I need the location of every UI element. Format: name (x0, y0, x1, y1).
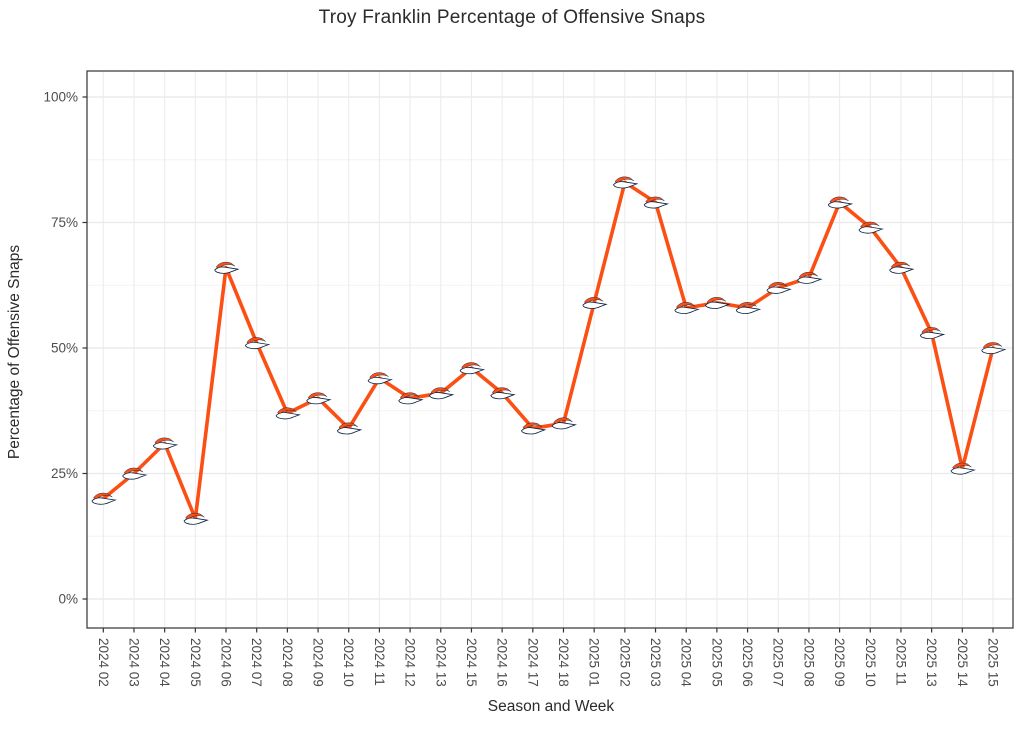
x-tick-label: 2024 08 (280, 638, 295, 687)
y-tick-label: 50% (51, 341, 78, 356)
x-tick-label: 2025 02 (617, 638, 632, 687)
y-tick-label: 0% (58, 592, 78, 607)
x-tick-label: 2025 15 (986, 638, 1001, 687)
panel-background (87, 71, 1013, 628)
panel-border (86, 70, 1014, 629)
y-tick-label: 100% (43, 90, 78, 105)
x-axis-title: Season and Week (487, 698, 615, 715)
y-tick-label: 75% (51, 215, 78, 230)
x-tick-label: 2025 08 (801, 638, 816, 687)
x-tick-label: 2025 10 (863, 638, 878, 687)
x-tick-label: 2025 01 (587, 638, 602, 687)
x-tick-label: 2024 02 (96, 638, 111, 687)
x-tick-label: 2024 04 (157, 638, 172, 687)
x-tick-label: 2025 03 (648, 638, 663, 687)
y-tick-label: 25% (51, 466, 78, 481)
x-tick-label: 2024 16 (495, 638, 510, 687)
x-tick-label: 2025 09 (832, 638, 847, 687)
x-tick-label: 2024 06 (219, 638, 234, 687)
x-tick-label: 2025 13 (924, 638, 939, 687)
x-tick-label: 2024 17 (525, 638, 540, 687)
x-tick-label: 2024 12 (403, 638, 418, 687)
x-tick-label: 2024 13 (433, 638, 448, 687)
x-tick-label: 2025 11 (893, 638, 908, 686)
x-tick-label: 2024 03 (126, 638, 141, 687)
x-tick-label: 2025 14 (955, 638, 970, 687)
x-tick-label: 2024 07 (249, 638, 264, 687)
x-tick-label: 2024 10 (341, 638, 356, 687)
x-tick-label: 2025 04 (679, 638, 694, 687)
chart-title: Troy Franklin Percentage of Offensive Sn… (318, 7, 706, 28)
y-axis-title: Percentage of Offensive Snaps (6, 244, 23, 460)
x-tick-label: 2025 06 (740, 638, 755, 687)
x-tick-label: 2025 07 (771, 638, 786, 687)
x-tick-label: 2024 15 (464, 638, 479, 687)
x-tick-label: 2024 11 (372, 638, 387, 686)
x-tick-label: 2024 18 (556, 638, 571, 687)
x-tick-label: 2024 09 (311, 638, 326, 687)
x-tick-label: 2025 05 (709, 638, 724, 687)
x-tick-label: 2024 05 (188, 638, 203, 687)
